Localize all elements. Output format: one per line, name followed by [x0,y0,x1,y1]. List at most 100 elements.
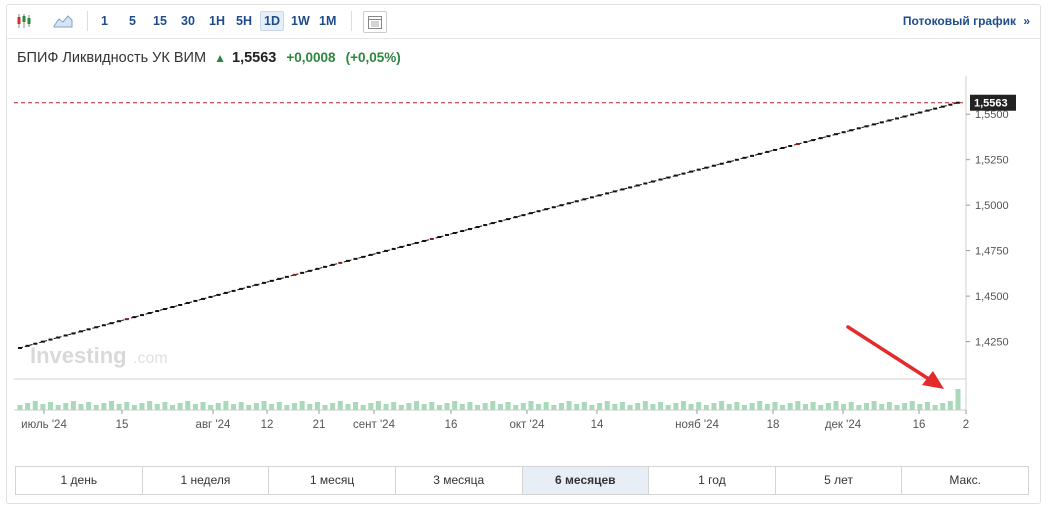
range-max[interactable]: Макс. [949,473,981,487]
candle-mark [246,285,251,288]
candle-mark [727,160,732,163]
volume-bar [261,401,267,410]
candle-mark [140,314,145,317]
volume-bar [764,404,770,410]
volume-bar [116,404,122,410]
candle-mark [856,127,861,130]
candle-mark [673,174,678,177]
candle-mark [902,115,907,118]
interval-1[interactable]: 1 [101,14,108,28]
candle-mark [315,267,320,270]
candle-mark [818,137,823,140]
volume-bar [665,405,671,410]
candle-mark [894,117,899,120]
volume-bar [353,402,359,410]
candle-mark [292,273,297,276]
candle-mark [399,245,404,248]
volume-bar [658,402,664,410]
up-arrow-icon: ▲ [214,51,226,65]
volume-bar [269,404,275,410]
volume-bar [536,404,542,410]
volume-bar [528,401,534,410]
volume-bar [612,404,618,410]
volume-bar [772,402,778,410]
candle-mark [254,283,259,286]
candle-mark [338,261,343,264]
interval-1w[interactable]: 1W [291,14,310,28]
candle-mark [262,281,267,284]
volume-bar [696,402,702,410]
interval-5h[interactable]: 5H [236,14,252,28]
volume-bar [879,404,885,410]
candle-mark [666,176,671,179]
area-chart-icon[interactable] [52,11,74,31]
interval-30[interactable]: 30 [181,14,195,28]
volume-bar [650,404,656,410]
volume-bar [619,402,625,410]
candle-mark [40,340,45,343]
volume-bar [680,401,686,410]
volume-bar [101,403,107,410]
candle-mark [445,233,450,236]
table-view-icon[interactable] [363,11,387,33]
candle-mark [696,168,701,171]
volume-bar [322,405,328,410]
volume-bar [139,403,145,410]
volume-bar [48,402,54,410]
range-selector: 1 день 1 неделя 1 месяц 3 месяца 6 месяц… [15,466,1029,495]
candle-mark [750,154,755,157]
volume-bar [909,401,915,410]
x-tick-label: 16 [913,419,926,431]
candle-mark [345,259,350,262]
candle-mark [650,180,655,183]
annotation-arrowhead-icon [922,371,944,389]
annotation-arrow-icon [846,325,937,385]
volume-bar [825,403,831,410]
volume-bar [475,405,481,410]
volume-bar [673,403,679,410]
volume-bar [856,405,862,410]
candle-mark [48,338,53,341]
range-3-months[interactable]: 3 месяца [396,467,523,494]
candle-mark [284,275,289,278]
range-1-day[interactable]: 1 день [16,467,143,494]
volume-bar [383,404,389,410]
candlestick-icon[interactable] [13,11,35,31]
chart-toolbar: 1 5 15 30 1H 5H 1D 1W 1M Потоковый графи… [7,5,1040,39]
stream-chart-link[interactable]: Потоковый график » [903,14,1030,28]
interval-1m[interactable]: 1M [319,14,337,28]
interval-1d[interactable]: 1D [260,11,284,31]
range-1-week[interactable]: 1 неделя [143,467,270,494]
range-1-year[interactable]: 1 год [649,467,776,494]
candle-mark [917,111,922,114]
volume-bar [40,404,46,410]
candle-mark [803,141,808,144]
volume-bar [924,402,930,410]
volume-bar [940,403,946,410]
interval-15[interactable]: 15 [153,14,167,28]
candle-mark [376,251,381,254]
y-tick-label: 1,5500 [975,109,1009,121]
volume-bar [642,401,648,410]
volume-bar [429,402,435,410]
volume-bar [444,403,450,410]
candle-mark [223,291,228,294]
candle-mark [612,190,617,193]
candle-mark [429,237,434,240]
range-5-years[interactable]: 5 лет [776,467,903,494]
range-1-month[interactable]: 1 месяц [269,467,396,494]
range-6-months[interactable]: 6 месяцев [522,467,650,494]
y-tick-label: 1,4250 [975,337,1009,349]
interval-5[interactable]: 5 [129,14,136,28]
y-tick-label: 1,5000 [975,200,1009,212]
candle-mark [307,269,312,272]
candle-mark [521,214,526,217]
candle-mark [559,204,564,207]
volume-bar [741,405,747,410]
volume-bar [490,401,496,410]
volume-bar [886,402,892,410]
candle-mark [742,156,747,159]
candle-mark [483,224,488,227]
interval-1h[interactable]: 1H [209,14,225,28]
